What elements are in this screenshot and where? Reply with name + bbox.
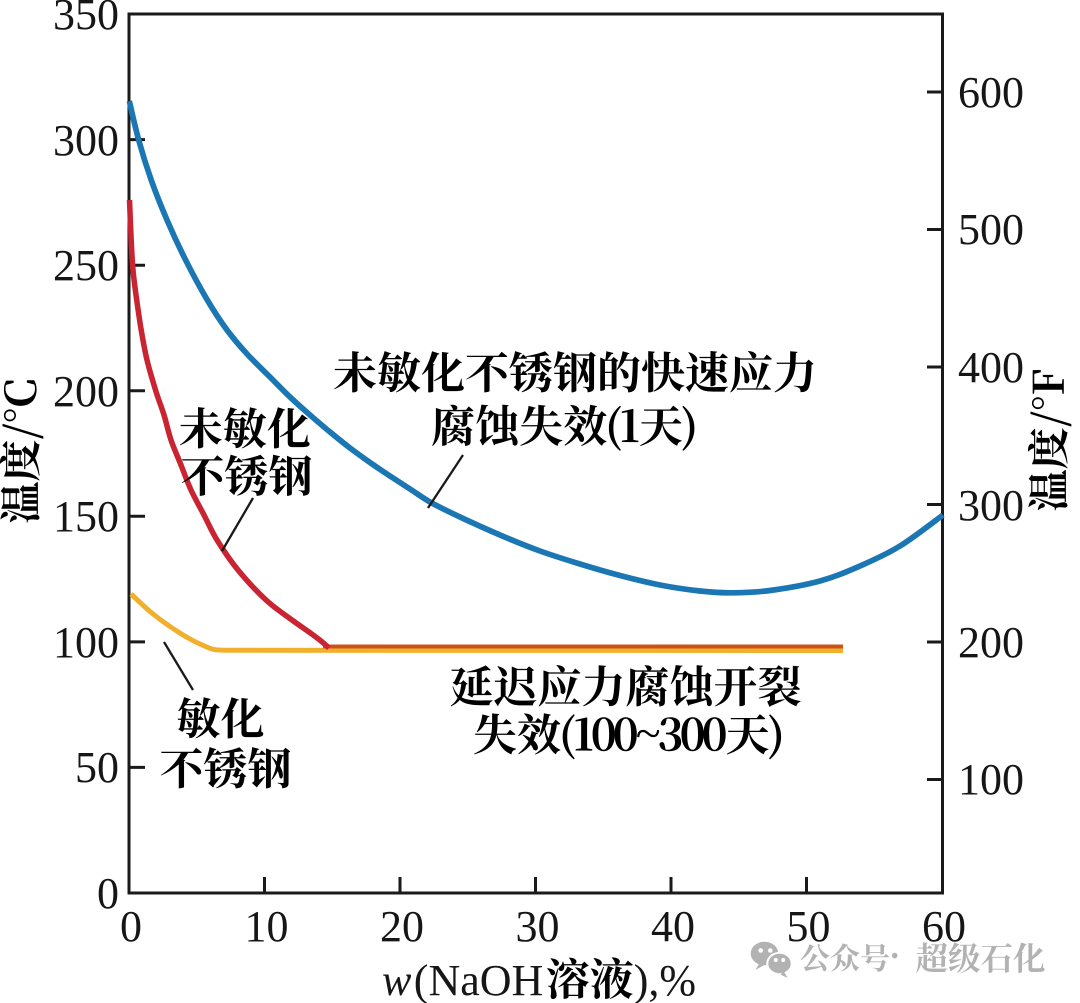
svg-text:0: 0 xyxy=(97,869,119,918)
svg-text:350: 350 xyxy=(53,0,119,39)
svg-text:),%: ),% xyxy=(634,956,696,1003)
svg-text:300: 300 xyxy=(53,116,119,165)
svg-text:300: 300 xyxy=(958,481,1024,530)
svg-text:50: 50 xyxy=(75,743,119,792)
svg-text:400: 400 xyxy=(958,343,1024,392)
svg-text:30: 30 xyxy=(516,902,560,951)
svg-text:100: 100 xyxy=(958,755,1024,804)
svg-text:500: 500 xyxy=(958,205,1024,254)
svg-text:10: 10 xyxy=(245,902,289,951)
svg-text:200: 200 xyxy=(53,367,119,416)
svg-text:100: 100 xyxy=(53,618,119,667)
svg-text:200: 200 xyxy=(958,618,1024,667)
svg-text:50: 50 xyxy=(787,902,831,951)
svg-text:0: 0 xyxy=(120,902,142,951)
svg-text:40: 40 xyxy=(651,902,695,951)
svg-text:250: 250 xyxy=(53,241,119,290)
svg-text:20: 20 xyxy=(380,902,424,951)
svg-text:600: 600 xyxy=(958,68,1024,117)
svg-text:150: 150 xyxy=(53,492,119,541)
svg-text:w: w xyxy=(382,956,412,1003)
svg-text:(NaOH: (NaOH xyxy=(414,956,544,1003)
